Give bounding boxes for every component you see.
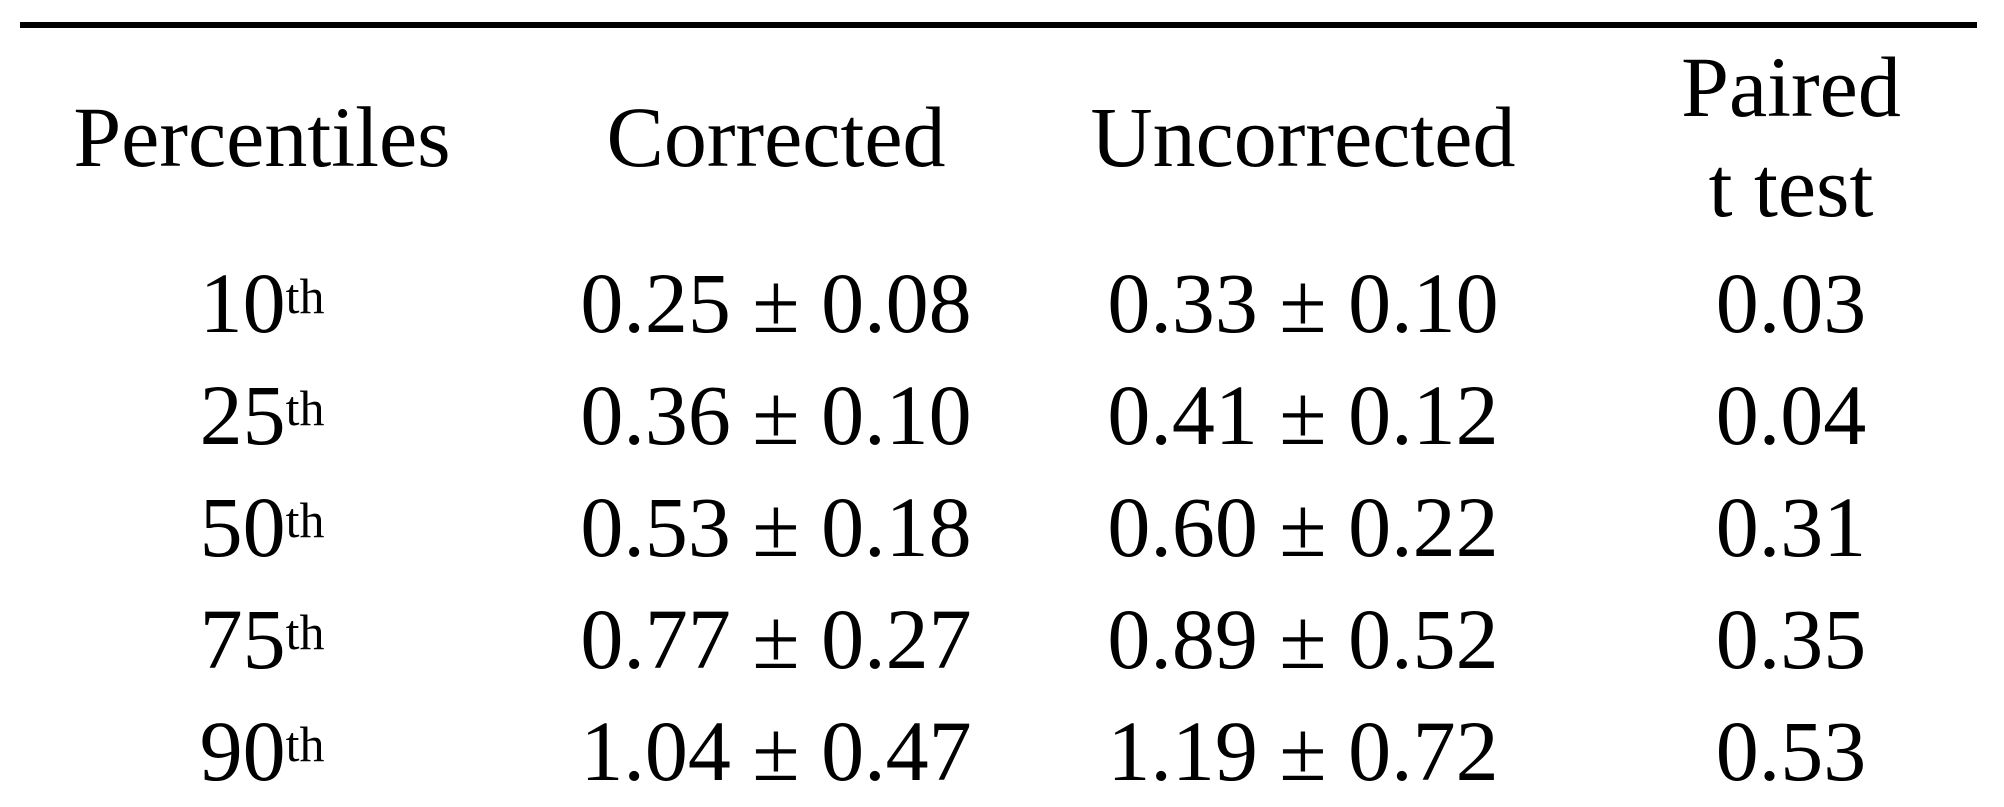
header-percentiles: Percentiles xyxy=(0,28,524,247)
header-percentiles-label: Percentiles xyxy=(73,89,451,186)
uncorrected-value: 0.89 ± 0.52 xyxy=(1107,590,1499,687)
uncorrected-value: 0.60 ± 0.22 xyxy=(1107,478,1499,575)
cell-corrected: 0.77 ± 0.27 xyxy=(524,583,1028,695)
percentile-value: 90 xyxy=(199,702,286,799)
cell-paired-t-test: 0.03 xyxy=(1578,247,2004,359)
header-corrected: Corrected xyxy=(524,28,1028,247)
header-corrected-label: Corrected xyxy=(606,89,946,186)
corrected-value: 1.04 ± 0.47 xyxy=(580,702,972,799)
cell-uncorrected: 0.89 ± 0.52 xyxy=(1028,583,1578,695)
paired-t-test-value: 0.03 xyxy=(1715,254,1867,351)
cell-uncorrected: 0.60 ± 0.22 xyxy=(1028,471,1578,583)
cell-paired-t-test: 0.35 xyxy=(1578,583,2004,695)
cell-corrected: 0.25 ± 0.08 xyxy=(524,247,1028,359)
paired-t-test-value: 0.04 xyxy=(1715,366,1867,463)
corrected-value: 0.53 ± 0.18 xyxy=(580,478,972,575)
paired-t-test-value: 0.31 xyxy=(1715,478,1867,575)
uncorrected-value: 0.41 ± 0.12 xyxy=(1107,366,1499,463)
header-paired-line1: Paired xyxy=(1681,38,1901,135)
cell-uncorrected: 1.19 ± 0.72 xyxy=(1028,695,1578,807)
header-paired-t-test: Paired t test xyxy=(1578,28,2004,247)
paired-t-test-value: 0.53 xyxy=(1715,702,1867,799)
cell-corrected: 1.04 ± 0.47 xyxy=(524,695,1028,807)
cell-paired-t-test: 0.04 xyxy=(1578,359,2004,471)
header-paired-line2: t test xyxy=(1708,138,1874,235)
cell-corrected: 0.36 ± 0.10 xyxy=(524,359,1028,471)
header-uncorrected: Uncorrected xyxy=(1028,28,1578,247)
uncorrected-value: 0.33 ± 0.10 xyxy=(1107,254,1499,351)
percentile-value: 25 xyxy=(199,366,286,463)
corrected-value: 0.25 ± 0.08 xyxy=(580,254,972,351)
cell-uncorrected: 0.41 ± 0.12 xyxy=(1028,359,1578,471)
cell-paired-t-test: 0.53 xyxy=(1578,695,2004,807)
percentile-value: 75 xyxy=(199,590,286,687)
header-uncorrected-label: Uncorrected xyxy=(1090,89,1516,186)
paired-t-test-value: 0.35 xyxy=(1715,590,1867,687)
percentile-value: 10 xyxy=(199,254,286,351)
percentiles-table: Percentiles Corrected Uncorrected Paired… xyxy=(0,28,2004,807)
corrected-value: 0.77 ± 0.27 xyxy=(580,590,972,687)
table-top-rule xyxy=(20,22,1977,28)
uncorrected-value: 1.19 ± 0.72 xyxy=(1107,702,1499,799)
cell-uncorrected: 0.33 ± 0.10 xyxy=(1028,247,1578,359)
percentile-value: 50 xyxy=(199,478,286,575)
cell-corrected: 0.53 ± 0.18 xyxy=(524,471,1028,583)
corrected-value: 0.36 ± 0.10 xyxy=(580,366,972,463)
cell-paired-t-test: 0.31 xyxy=(1578,471,2004,583)
